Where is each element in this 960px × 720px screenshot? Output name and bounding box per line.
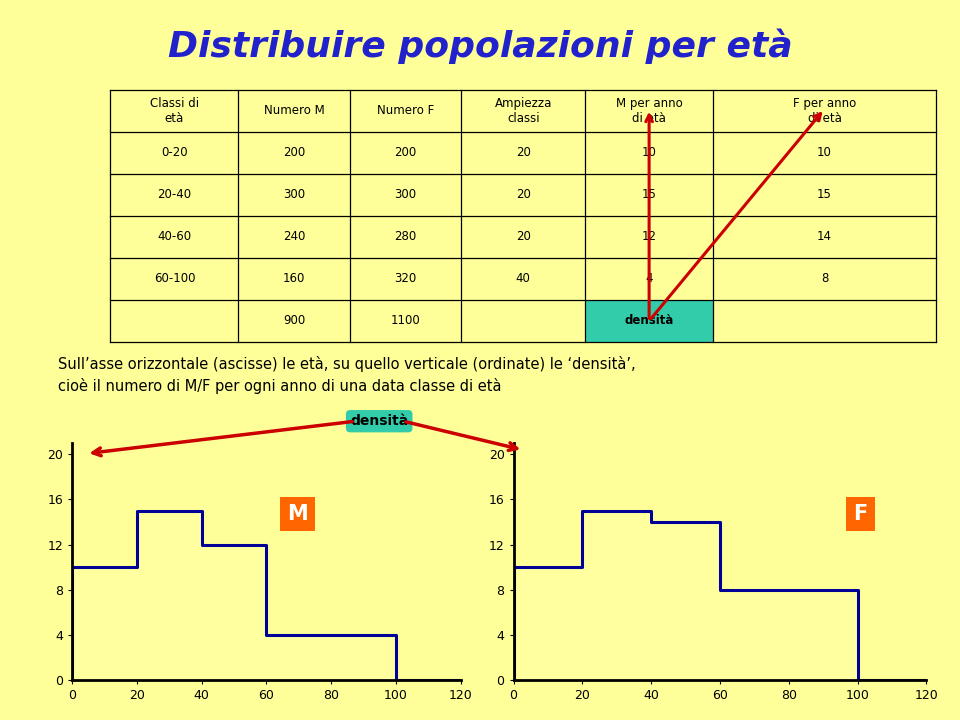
Text: densità: densità xyxy=(350,414,408,428)
Bar xyxy=(514,567,583,680)
Text: 10: 10 xyxy=(641,146,657,160)
Text: 300: 300 xyxy=(283,189,305,202)
Text: Classi di
età: Classi di età xyxy=(150,97,199,125)
Text: cioè il numero di M/F per ogni anno di una data classe di età: cioè il numero di M/F per ogni anno di u… xyxy=(58,378,501,394)
Text: 200: 200 xyxy=(395,146,417,160)
Text: F: F xyxy=(853,504,868,524)
Text: 4: 4 xyxy=(645,272,653,286)
Text: 60-100: 60-100 xyxy=(154,272,195,286)
Text: 15: 15 xyxy=(641,189,657,202)
Bar xyxy=(720,590,857,680)
Text: Numero M: Numero M xyxy=(264,104,324,117)
Bar xyxy=(72,567,137,680)
Text: 240: 240 xyxy=(283,230,305,243)
Text: 20-40: 20-40 xyxy=(157,189,191,202)
Text: 8: 8 xyxy=(821,272,828,286)
Bar xyxy=(137,510,202,680)
Bar xyxy=(583,510,651,680)
Bar xyxy=(266,635,396,680)
Bar xyxy=(586,300,713,342)
Text: 900: 900 xyxy=(283,315,305,328)
Text: 20: 20 xyxy=(516,189,531,202)
Text: M per anno
di età: M per anno di età xyxy=(615,97,683,125)
Text: Distribuire popolazioni per età: Distribuire popolazioni per età xyxy=(168,29,792,64)
Text: 160: 160 xyxy=(283,272,305,286)
Bar xyxy=(202,544,267,680)
Text: 40-60: 40-60 xyxy=(157,230,191,243)
Text: Numero F: Numero F xyxy=(377,104,434,117)
Text: M: M xyxy=(287,504,308,524)
Text: 280: 280 xyxy=(395,230,417,243)
Bar xyxy=(651,522,720,680)
Text: 0-20: 0-20 xyxy=(161,146,188,160)
Text: densità: densità xyxy=(624,315,674,328)
Text: 1100: 1100 xyxy=(391,315,420,328)
Text: 15: 15 xyxy=(817,189,832,202)
Text: 300: 300 xyxy=(395,189,417,202)
Text: Sull’asse orizzontale (ascisse) le età, su quello verticale (ordinate) le ‘densi: Sull’asse orizzontale (ascisse) le età, … xyxy=(58,356,636,372)
Text: 14: 14 xyxy=(817,230,832,243)
Text: F per anno
di età: F per anno di età xyxy=(793,97,856,125)
Text: 20: 20 xyxy=(516,146,531,160)
Text: 20: 20 xyxy=(516,230,531,243)
Text: 200: 200 xyxy=(283,146,305,160)
Text: Ampiezza
classi: Ampiezza classi xyxy=(494,97,552,125)
Text: 10: 10 xyxy=(817,146,832,160)
Text: 12: 12 xyxy=(641,230,657,243)
Text: 320: 320 xyxy=(395,272,417,286)
Text: 40: 40 xyxy=(516,272,531,286)
